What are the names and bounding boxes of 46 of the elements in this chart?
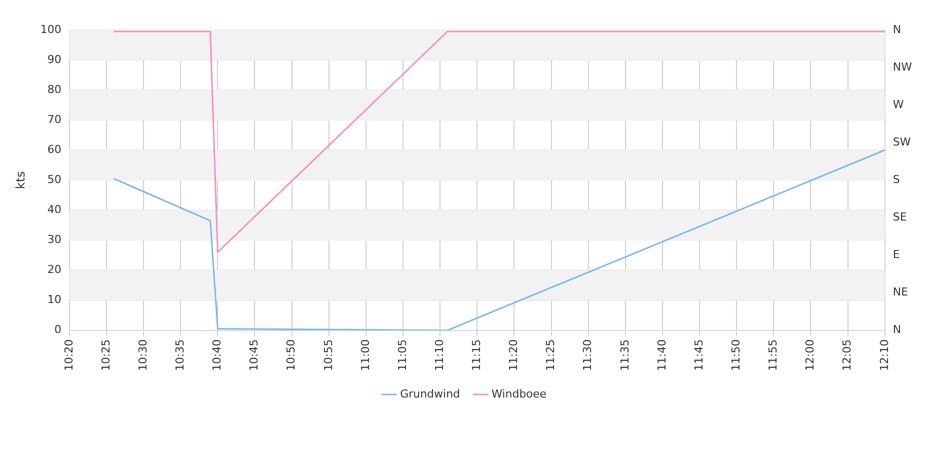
y-tick-label: 20 — [47, 263, 62, 276]
y-tick-label: 70 — [47, 112, 62, 126]
y-tick-label: 0 — [54, 323, 62, 336]
category-label: N — [892, 323, 902, 336]
category-label: SW — [892, 135, 911, 148]
y-tick-label: 60 — [47, 142, 62, 156]
category-label: SE — [892, 210, 907, 224]
y-tick-label: 100 — [40, 22, 62, 36]
x-tick-label: 12:00 — [804, 339, 817, 372]
y-tick-label: 80 — [47, 82, 62, 96]
x-tick-label: 11:30 — [581, 339, 594, 372]
y-axis-title: kts — [13, 171, 28, 190]
x-tick-label: 11:00 — [358, 339, 372, 372]
x-tick-label: 11:05 — [396, 339, 409, 372]
x-tick-label: 10:40 — [210, 339, 224, 372]
x-tick-label: 11:15 — [470, 339, 484, 372]
x-tick-label: 11:25 — [544, 339, 558, 372]
x-tick-label: 12:10 — [878, 339, 891, 372]
category-label: NW — [892, 60, 912, 74]
x-tick-label: 11:20 — [507, 339, 520, 372]
y-tick-label: 50 — [47, 173, 62, 186]
y-tick-label: 90 — [47, 52, 62, 66]
x-tick-label: 11:35 — [618, 339, 632, 372]
y-tick-label: 30 — [47, 233, 62, 246]
x-tick-label: 10:50 — [284, 339, 298, 372]
x-tick-label: 11:55 — [766, 339, 780, 372]
category-label: NE — [892, 286, 908, 299]
y-tick-label: 40 — [47, 203, 62, 216]
x-tick-label: 10:25 — [99, 339, 112, 372]
x-tick-label: 11:50 — [729, 339, 742, 372]
x-tick-label: 10:55 — [322, 339, 335, 372]
x-tick-label: 12:05 — [840, 339, 854, 372]
x-tick-label: 11:45 — [692, 339, 706, 372]
x-tick-label: 11:10 — [432, 339, 446, 372]
x-tick-label: 10:30 — [136, 339, 150, 372]
x-tick-label: 10:45 — [248, 339, 261, 372]
x-tick-label: 10:20 — [62, 339, 76, 372]
legend-label: Windboee — [492, 387, 547, 400]
y-tick-label: 10 — [47, 293, 62, 306]
x-tick-label: 10:35 — [173, 339, 186, 372]
legend-label: Grundwind — [400, 387, 460, 400]
category-label: S — [892, 173, 900, 186]
category-label: W — [892, 98, 904, 111]
category-label: N — [892, 22, 902, 36]
x-tick-label: 11:40 — [655, 339, 668, 372]
category-label: E — [892, 248, 900, 262]
